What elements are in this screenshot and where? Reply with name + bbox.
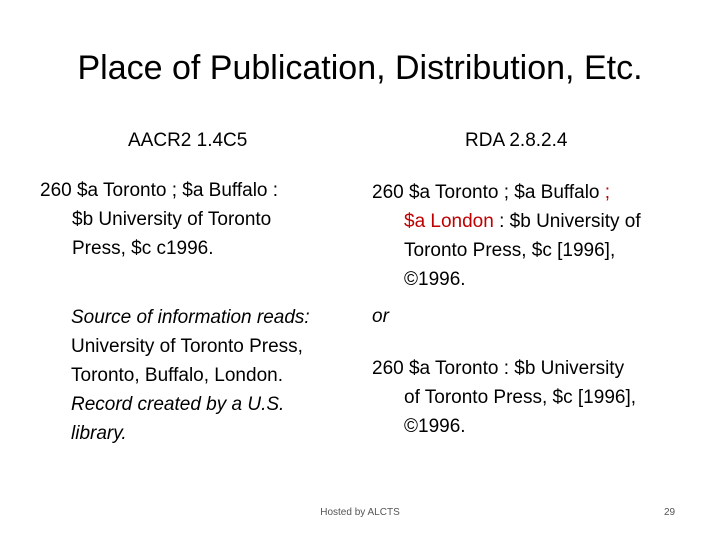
source-note-line-5: library. — [71, 423, 127, 444]
rda-heading: RDA 2.8.2.4 — [465, 130, 568, 151]
source-note-line-3: Toronto, Buffalo, London. — [71, 365, 283, 386]
source-note-line-2: University of Toronto Press, — [71, 336, 303, 357]
source-note-line-1: Source of information reads: — [71, 307, 310, 328]
or-label: or — [372, 306, 389, 327]
source-note: Source of information reads: University … — [71, 303, 310, 448]
rda-record-1-line-1: 260 $a Toronto ; $a Buffalo ; — [372, 178, 641, 207]
slide-title: Place of Publication, Distribution, Etc. — [77, 49, 643, 87]
rda-record-1-line-2: $a London : $b University of — [372, 207, 641, 236]
aacr2-record-line-2: $b University of Toronto — [72, 209, 272, 230]
rda-record-2: 260 $a Toronto : $b University of Toront… — [372, 354, 636, 441]
rda-record-1-line-2-text: : $b University of — [493, 211, 641, 232]
rda-record-1: 260 $a Toronto ; $a Buffalo ; $a London … — [372, 178, 641, 294]
footer-hosted-by: Hosted by ALCTS — [320, 507, 400, 518]
rda-record-2-line-3: ©1996. — [404, 416, 466, 437]
page-number: 29 — [664, 507, 676, 518]
rda-record-1-line-3: Toronto Press, $c [1996], — [404, 240, 616, 261]
rda-record-1-line-1-text: 260 $a Toronto ; $a Buffalo — [372, 182, 605, 203]
rda-record-2-line-1: 260 $a Toronto : $b University — [372, 358, 625, 379]
rda-record-2-line-2: of Toronto Press, $c [1996], — [404, 387, 637, 408]
rda-record-1-semicolon: ; — [604, 182, 611, 203]
rda-record-1-london: $a London — [404, 211, 494, 232]
aacr2-heading: AACR2 1.4C5 — [128, 130, 248, 151]
aacr2-record-line-3: Press, $c c1996. — [72, 238, 214, 259]
rda-record-1-line-4: ©1996. — [404, 269, 466, 290]
source-note-line-4: Record created by a U.S. — [71, 394, 285, 415]
aacr2-record: 260 $a Toronto ; $a Buffalo : $b Univers… — [40, 176, 278, 263]
aacr2-record-line-1: 260 $a Toronto ; $a Buffalo : — [40, 180, 279, 201]
